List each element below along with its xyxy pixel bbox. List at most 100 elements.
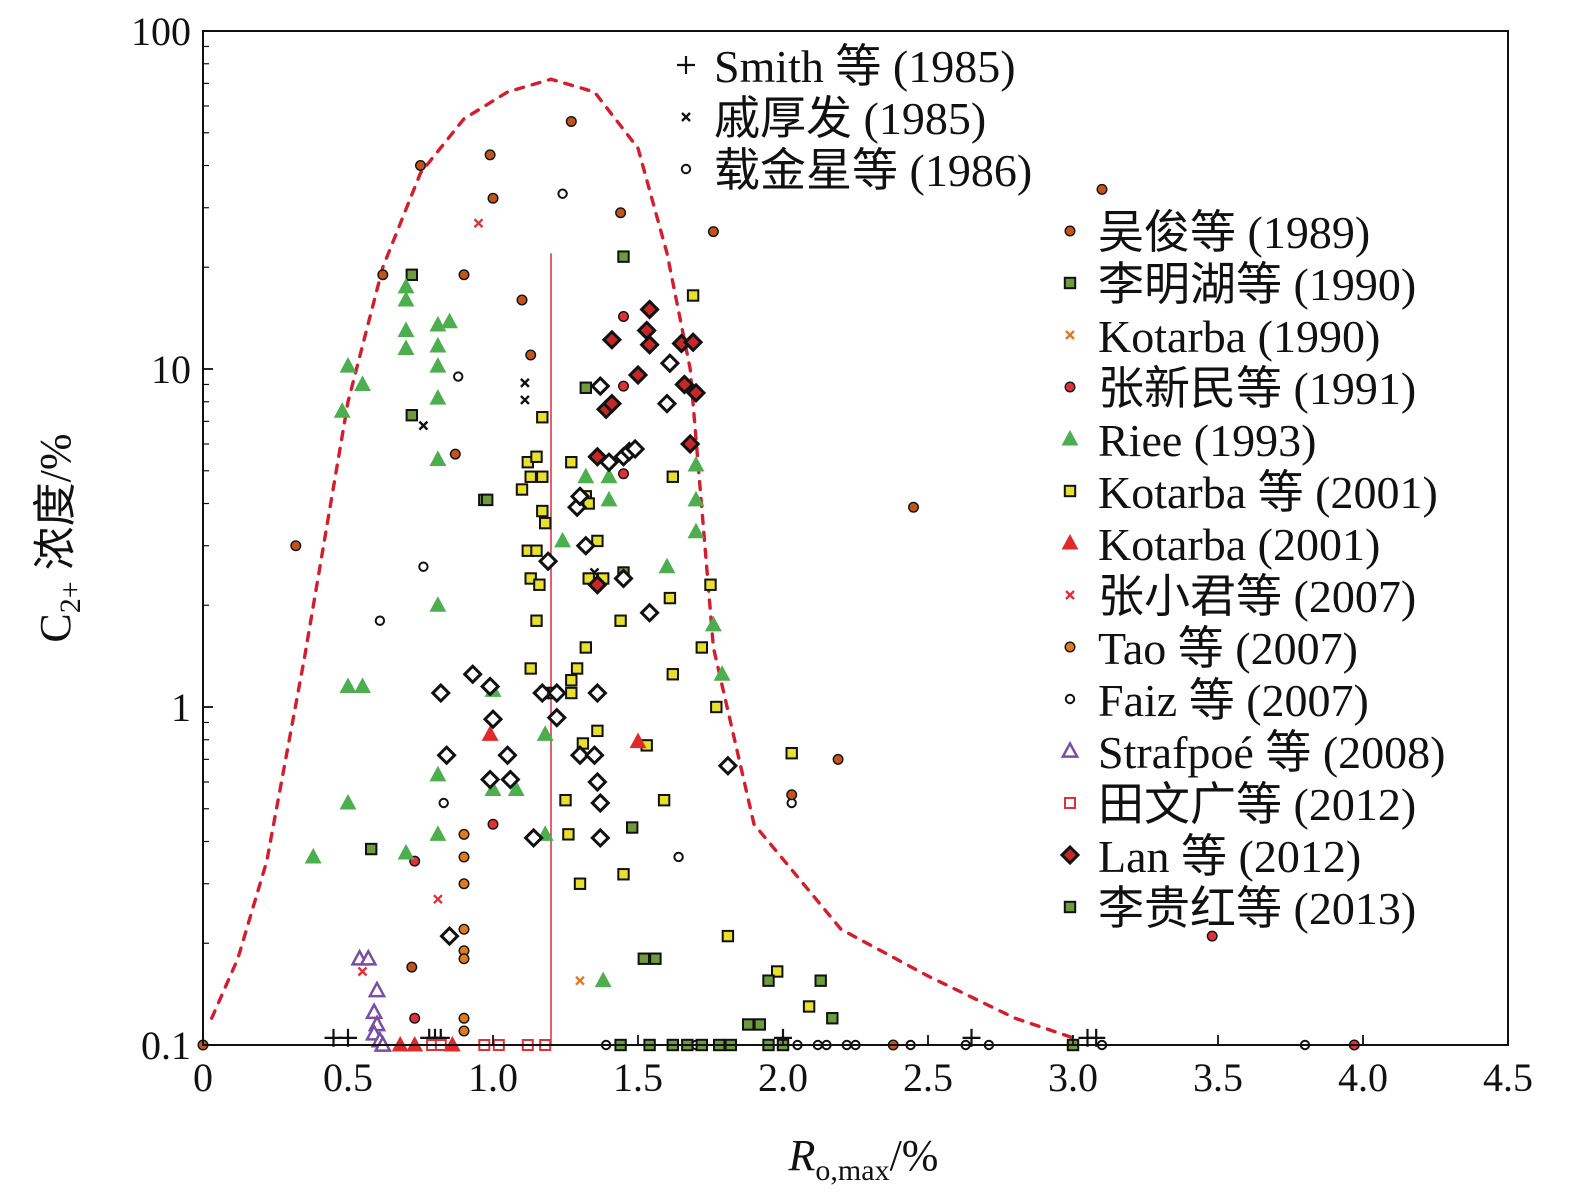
data-point-s16-p5: [742, 1018, 755, 1031]
data-point-s15-p6: [627, 364, 649, 386]
x-tick-label-6: 3.0: [1048, 1055, 1098, 1100]
data-point-s6-p3: [487, 818, 499, 830]
data-point-s7-p28: [600, 467, 618, 484]
data-point-s3-p15: [786, 789, 798, 801]
legend-label-11: Tao 等 (2007): [1098, 623, 1358, 674]
data-point-s13-p1: [359, 948, 378, 966]
data-point-s8-p5: [524, 470, 537, 483]
data-point-s8-p11: [536, 504, 549, 518]
data-point-s3-p0: [415, 160, 427, 172]
legend-marker-6: [1064, 381, 1076, 393]
data-point-s8-p44: [771, 965, 784, 978]
data-point-s7-p6: [441, 312, 458, 329]
data-point-s3-p3: [487, 192, 499, 204]
data-point-s17-p2: [656, 393, 678, 414]
data-point-s15-p1: [601, 329, 623, 350]
data-point-s8-p4: [515, 483, 529, 496]
data-point-s7-p32: [687, 490, 705, 507]
data-point-s10-p0: [473, 218, 484, 229]
legend-label-13: Strafpoé 等 (2008): [1098, 727, 1445, 778]
data-point-s3-p16: [406, 961, 418, 973]
legend-label-10: 张小君等 (2007): [1098, 571, 1416, 622]
data-point-s17-p25: [479, 769, 501, 790]
data-point-s7-p27: [577, 467, 595, 484]
data-point-s7-p24: [429, 825, 447, 841]
data-point-s8-p26: [579, 641, 592, 654]
data-point-s17-p12: [639, 602, 660, 623]
data-point-s8-p15: [524, 572, 537, 585]
y-axis-label: C2+ 浓度/%: [31, 433, 87, 642]
x-tick-label-8: 4.0: [1338, 1055, 1388, 1100]
legend-marker-11: [1064, 641, 1076, 653]
data-point-s7-p36: [594, 971, 612, 988]
data-point-s3-p10: [449, 448, 461, 460]
data-point-s8-p22: [530, 614, 543, 627]
data-point-s7-p25: [429, 765, 447, 782]
legend-marker-12: [1064, 693, 1076, 705]
data-point-s2-p4: [438, 797, 449, 809]
data-point-s16-p7: [826, 1012, 839, 1025]
data-point-s10-p2: [357, 966, 368, 977]
legend-label-1: 戚厚发 (1985): [714, 93, 986, 144]
data-point-s5-p0: [575, 975, 585, 986]
data-point-s16-p3: [637, 952, 650, 965]
data-point-s8-p12: [539, 516, 552, 530]
data-point-s9-p0: [481, 725, 499, 741]
x-tick-label-2: 1.0: [468, 1055, 518, 1100]
data-point-s3-p14: [832, 753, 844, 765]
data-point-s7-p18: [507, 780, 525, 797]
legend-marker-0: [677, 56, 695, 74]
legend-label-4: 李明湖等 (1990): [1098, 259, 1416, 310]
data-point-s3-p6: [377, 269, 389, 281]
data-point-s8-p37: [785, 746, 798, 760]
data-point-s8-p21: [704, 578, 717, 591]
data-point-s8-p14: [530, 544, 543, 557]
y-axis-label-suffix: 浓度/%: [31, 433, 80, 581]
data-point-s17-p30: [523, 827, 544, 849]
data-point-s16-p9: [814, 974, 827, 987]
legend-marker-1: [681, 112, 691, 122]
data-point-s17-p21: [436, 745, 457, 766]
data-point-s8-p41: [657, 793, 671, 807]
data-point-s16-p8: [762, 974, 775, 987]
legend-label-6: 张新民等 (1991): [1098, 363, 1416, 414]
data-point-s7-p20: [536, 725, 554, 741]
data-point-s7-p11: [429, 389, 447, 405]
x-tick-label-5: 2.5: [903, 1055, 953, 1100]
data-point-s7-p29: [600, 490, 618, 507]
legend-label-9: Kotarba (2001): [1098, 519, 1380, 570]
data-point-s8-p3: [530, 450, 543, 463]
legend-marker-9: [1061, 533, 1079, 550]
data-point-s7-p9: [354, 375, 371, 391]
data-point-s4-p1: [405, 268, 419, 281]
legend-marker-3: [1064, 225, 1076, 237]
data-point-s2-p2: [418, 561, 429, 572]
data-point-s3-p9: [525, 349, 537, 361]
data-point-s8-p38: [559, 793, 572, 807]
data-point-s17-p6: [624, 438, 646, 460]
data-point-s17-p28: [590, 792, 611, 814]
data-point-s15-p2: [636, 320, 657, 341]
plot-frame: [202, 30, 1509, 1046]
legend-marker-8: [1063, 484, 1077, 498]
legend-marker-14: [1064, 797, 1076, 809]
data-point-s17-p29: [590, 827, 611, 849]
legend-label-0: Smith 等 (1985): [714, 41, 1016, 92]
data-point-s1-p1: [520, 377, 530, 388]
data-point-s8-p33: [591, 724, 604, 738]
data-point-s16-p6: [753, 1018, 766, 1031]
y-tick-label-3: 100: [131, 9, 191, 54]
axis-layer: 0 0.5 1.0 1.5 2.0 2.5 3.0 3.5 4.0 4.5 0.1 1 10 100 Ro,…: [31, 9, 1533, 1187]
data-point-s9-p1: [629, 732, 647, 749]
x-axis-label-suffix: /%: [890, 1131, 939, 1180]
data-point-s7-p1: [397, 290, 415, 307]
data-point-s7-p3: [397, 339, 415, 355]
data-point-s3-p2: [565, 115, 577, 127]
data-point-s8-p45: [802, 1000, 816, 1013]
data-point-s15-p7: [674, 374, 695, 395]
data-point-s7-p33: [687, 522, 705, 539]
data-point-s17-p14: [479, 676, 501, 697]
data-point-s15-p8: [685, 382, 707, 403]
data-point-s7-p8: [339, 357, 357, 373]
